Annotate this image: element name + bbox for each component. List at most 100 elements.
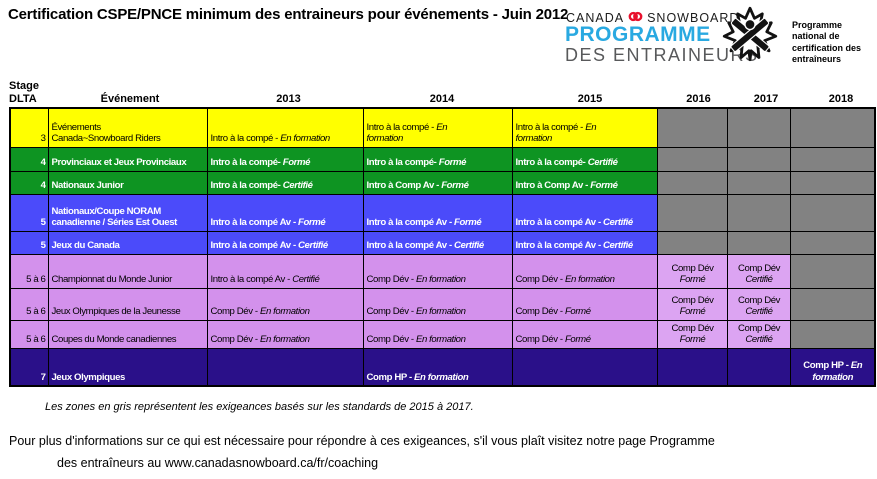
stage-cell: 5 bbox=[9, 230, 49, 255]
year-cell-2015 bbox=[511, 347, 658, 387]
year-cell-2014: Intro à la compé- Formé bbox=[362, 146, 513, 172]
year-cell-2014: Intro à la compé Av - Formé bbox=[362, 193, 513, 232]
table-row: 5 à 6 Coupes du Monde canadiennes Comp Dév… bbox=[9, 319, 876, 349]
year-cell-2016 bbox=[656, 193, 728, 232]
cac-program-text: Programme national de certification des … bbox=[792, 20, 862, 64]
year-cell-2013: Intro à la compé Av - Certifié bbox=[206, 253, 364, 289]
table-row: 4 Provinciaux et Jeux Provinciaux Intro à … bbox=[9, 146, 876, 172]
header-evenement: Événement bbox=[100, 92, 160, 105]
year-cell-2014: Intro à la compé Av - Certifié bbox=[362, 230, 513, 255]
header-year-2017: 2017 bbox=[753, 92, 779, 105]
snowboard-link-icon bbox=[628, 10, 643, 26]
year-cell-2017 bbox=[726, 146, 791, 172]
footer-info-line1: Pour plus d'informations sur ce qui est … bbox=[9, 434, 715, 448]
event-cell: Championnat du Monde Junior bbox=[47, 253, 208, 289]
year-cell-2016 bbox=[656, 230, 728, 255]
year-cell-2015: Comp Dév - En formation bbox=[511, 253, 658, 289]
des-entraineurs-wordmark: DES ENTRAINEURS bbox=[565, 45, 759, 65]
table-row: 5 à 6 Championnat du Monde Junior Intro à … bbox=[9, 253, 876, 289]
table-row: 5 Nationaux/Coupe NORAM canadienne / Série… bbox=[9, 193, 876, 232]
year-cell-2013: Comp Dév - En formation bbox=[206, 319, 364, 349]
header-year-2015: 2015 bbox=[577, 92, 603, 105]
year-cell-2014: Comp Dév - En formation bbox=[362, 253, 513, 289]
stage-cell: 7 bbox=[9, 347, 49, 387]
year-cell-2013: Intro à la compé Av - Formé bbox=[206, 193, 364, 232]
stage-cell: 5 bbox=[9, 193, 49, 232]
header-year-2016: 2016 bbox=[686, 92, 711, 105]
header-year-2013: 2013 bbox=[276, 92, 301, 105]
stage-cell: 4 bbox=[9, 170, 49, 195]
year-cell-2018: Comp HP - En formation bbox=[789, 347, 876, 387]
event-cell: Provinciaux et Jeux Provinciaux bbox=[47, 146, 208, 172]
canada-snowboard-wordmark: CANADA SNOWBOARD bbox=[566, 10, 739, 26]
year-cell-2015: Intro à Comp Av - Formé bbox=[511, 170, 658, 195]
year-cell-2018 bbox=[789, 170, 876, 195]
year-cell-2013: Intro à la compé Av - Certifié bbox=[206, 230, 364, 255]
year-cell-2016: Comp Dév Formé bbox=[656, 319, 728, 349]
cert-table-body: 3 Événements Canada~Snowboard Riders Intro … bbox=[9, 107, 876, 387]
event-cell: Jeux du Canada bbox=[47, 230, 208, 255]
gray-zones-note: Les zones en gris représentent les exige… bbox=[45, 401, 474, 413]
year-cell-2017 bbox=[726, 347, 791, 387]
year-cell-2014: Comp Dév - En formation bbox=[362, 287, 513, 321]
year-cell-2015: Comp Dév - Formé bbox=[511, 287, 658, 321]
table-row: 5 à 6 Jeux Olympiques de la Jeunesse Comp … bbox=[9, 287, 876, 321]
year-cell-2013: Comp Dév - En formation bbox=[206, 287, 364, 321]
year-cell-2018 bbox=[789, 287, 876, 321]
year-cell-2015: Intro à la compé Av - Certifié bbox=[511, 230, 658, 255]
header-year-2018: 2018 bbox=[828, 92, 854, 105]
year-cell-2013: Intro à la compé- Certifié bbox=[206, 170, 364, 195]
year-cell-2016 bbox=[656, 146, 728, 172]
programme-wordmark: PROGRAMME bbox=[565, 23, 711, 46]
year-cell-2017 bbox=[726, 170, 791, 195]
table-row: 5 Jeux du Canada Intro à la compé Av - Cer… bbox=[9, 230, 876, 255]
year-cell-2014: Comp HP - En formation bbox=[362, 347, 513, 387]
year-cell-2018 bbox=[789, 193, 876, 232]
table-header-row: Stage DLTA Événement 2013 2014 2015 2016… bbox=[9, 77, 877, 107]
year-cell-2018 bbox=[789, 107, 876, 148]
year-cell-2017: Comp Dév Certifié bbox=[726, 253, 791, 289]
event-cell: Coupes du Monde canadiennes bbox=[47, 319, 208, 349]
year-cell-2014: Comp Dév - En formation bbox=[362, 319, 513, 349]
year-cell-2017 bbox=[726, 193, 791, 232]
footer-info-line2: des entraîneurs au www.canadasnowboard.c… bbox=[57, 456, 379, 470]
year-cell-2017: Comp Dév Certifié bbox=[726, 319, 791, 349]
year-cell-2016 bbox=[656, 107, 728, 148]
header-stage-dlta: Stage DLTA bbox=[9, 79, 39, 105]
event-cell: Nationaux Junior bbox=[47, 170, 208, 195]
stage-cell: 3 bbox=[9, 107, 49, 148]
stage-cell: 4 bbox=[9, 146, 49, 172]
year-cell-2017: Comp Dév Certifié bbox=[726, 287, 791, 321]
page-title: Certification CSPE/PNCE minimum des entr… bbox=[8, 6, 569, 23]
year-cell-2015: Intro à la compé- Certifié bbox=[511, 146, 658, 172]
year-cell-2018 bbox=[789, 146, 876, 172]
year-cell-2016: Comp Dév Formé bbox=[656, 253, 728, 289]
year-cell-2017 bbox=[726, 107, 791, 148]
year-cell-2015: Intro à la compé - En formation bbox=[511, 107, 658, 148]
year-cell-2013: Intro à la compé- Formé bbox=[206, 146, 364, 172]
year-cell-2016 bbox=[656, 347, 728, 387]
stage-cell: 5 à 6 bbox=[9, 319, 49, 349]
event-cell: Nationaux/Coupe NORAM canadienne / Séries… bbox=[47, 193, 208, 232]
year-cell-2014: Intro à Comp Av - Formé bbox=[362, 170, 513, 195]
year-cell-2018 bbox=[789, 319, 876, 349]
event-cell: Jeux Olympiques bbox=[47, 347, 208, 387]
certification-table: 3 Événements Canada~Snowboard Riders Intro … bbox=[9, 107, 876, 387]
brand-canada-text: CANADA bbox=[566, 11, 625, 25]
event-cell: Jeux Olympiques de la Jeunesse bbox=[47, 287, 208, 321]
table-row: 3 Événements Canada~Snowboard Riders Intro … bbox=[9, 107, 876, 148]
event-cell: Événements Canada~Snowboard Riders bbox=[47, 107, 208, 148]
header-year-2014: 2014 bbox=[429, 92, 455, 105]
brand-snowboard-text: SNOWBOARD bbox=[647, 11, 740, 25]
certification-table-area: Stage DLTA Événement 2013 2014 2015 2016… bbox=[9, 77, 877, 387]
year-cell-2018 bbox=[789, 253, 876, 289]
year-cell-2014: Intro à la compé - En formation bbox=[362, 107, 513, 148]
cac-maple-leaf-logo bbox=[722, 6, 778, 67]
year-cell-2016: Comp Dév Formé bbox=[656, 287, 728, 321]
year-cell-2013 bbox=[206, 347, 364, 387]
table-row: 4 Nationaux Junior Intro à la compé- Certi… bbox=[9, 170, 876, 195]
table-row: 7 Jeux Olympiques Comp HP - En formation Co… bbox=[9, 347, 876, 387]
year-cell-2018 bbox=[789, 230, 876, 255]
year-cell-2015: Intro à la compé Av - Certifié bbox=[511, 193, 658, 232]
